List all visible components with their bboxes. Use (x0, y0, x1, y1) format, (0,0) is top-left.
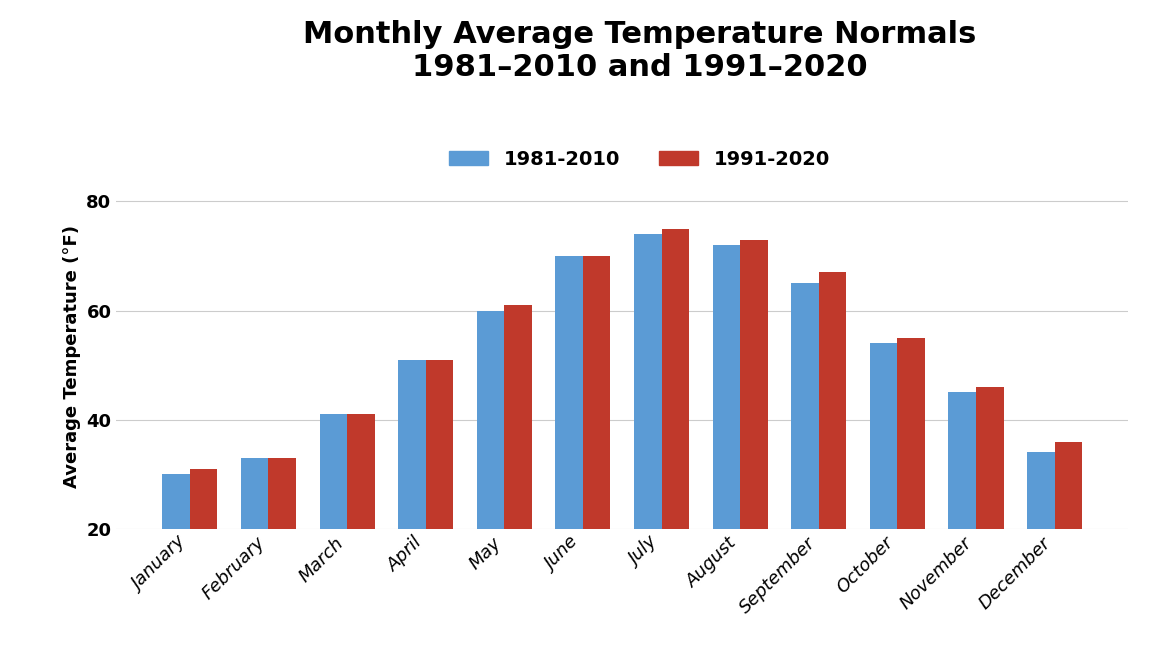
Bar (949, 393, 976, 529)
Bar (898, 338, 925, 529)
Bar (1055, 442, 1082, 529)
Bar (791, 284, 819, 529)
Bar (634, 234, 662, 529)
Legend: 1981-2010, 1991-2020: 1981-2010, 1991-2020 (442, 142, 837, 176)
Bar (190, 469, 217, 529)
Bar (477, 311, 505, 529)
Bar (819, 272, 847, 529)
Bar (713, 245, 740, 529)
Bar (426, 360, 454, 529)
Bar (583, 256, 611, 529)
Bar (398, 360, 426, 529)
Bar (662, 229, 688, 529)
Bar (241, 458, 269, 529)
Bar (505, 305, 531, 529)
Text: Monthly Average Temperature Normals
1981–2010 and 1991–2020: Monthly Average Temperature Normals 1981… (304, 20, 976, 83)
Bar (556, 256, 583, 529)
Bar (320, 414, 347, 529)
Bar (870, 343, 898, 529)
Y-axis label: Average Temperature (°F): Average Temperature (°F) (63, 225, 80, 488)
Bar (976, 387, 1004, 529)
Bar (347, 414, 374, 529)
Bar (269, 458, 295, 529)
Bar (740, 240, 768, 529)
Bar (1027, 452, 1055, 529)
Bar (163, 474, 190, 529)
